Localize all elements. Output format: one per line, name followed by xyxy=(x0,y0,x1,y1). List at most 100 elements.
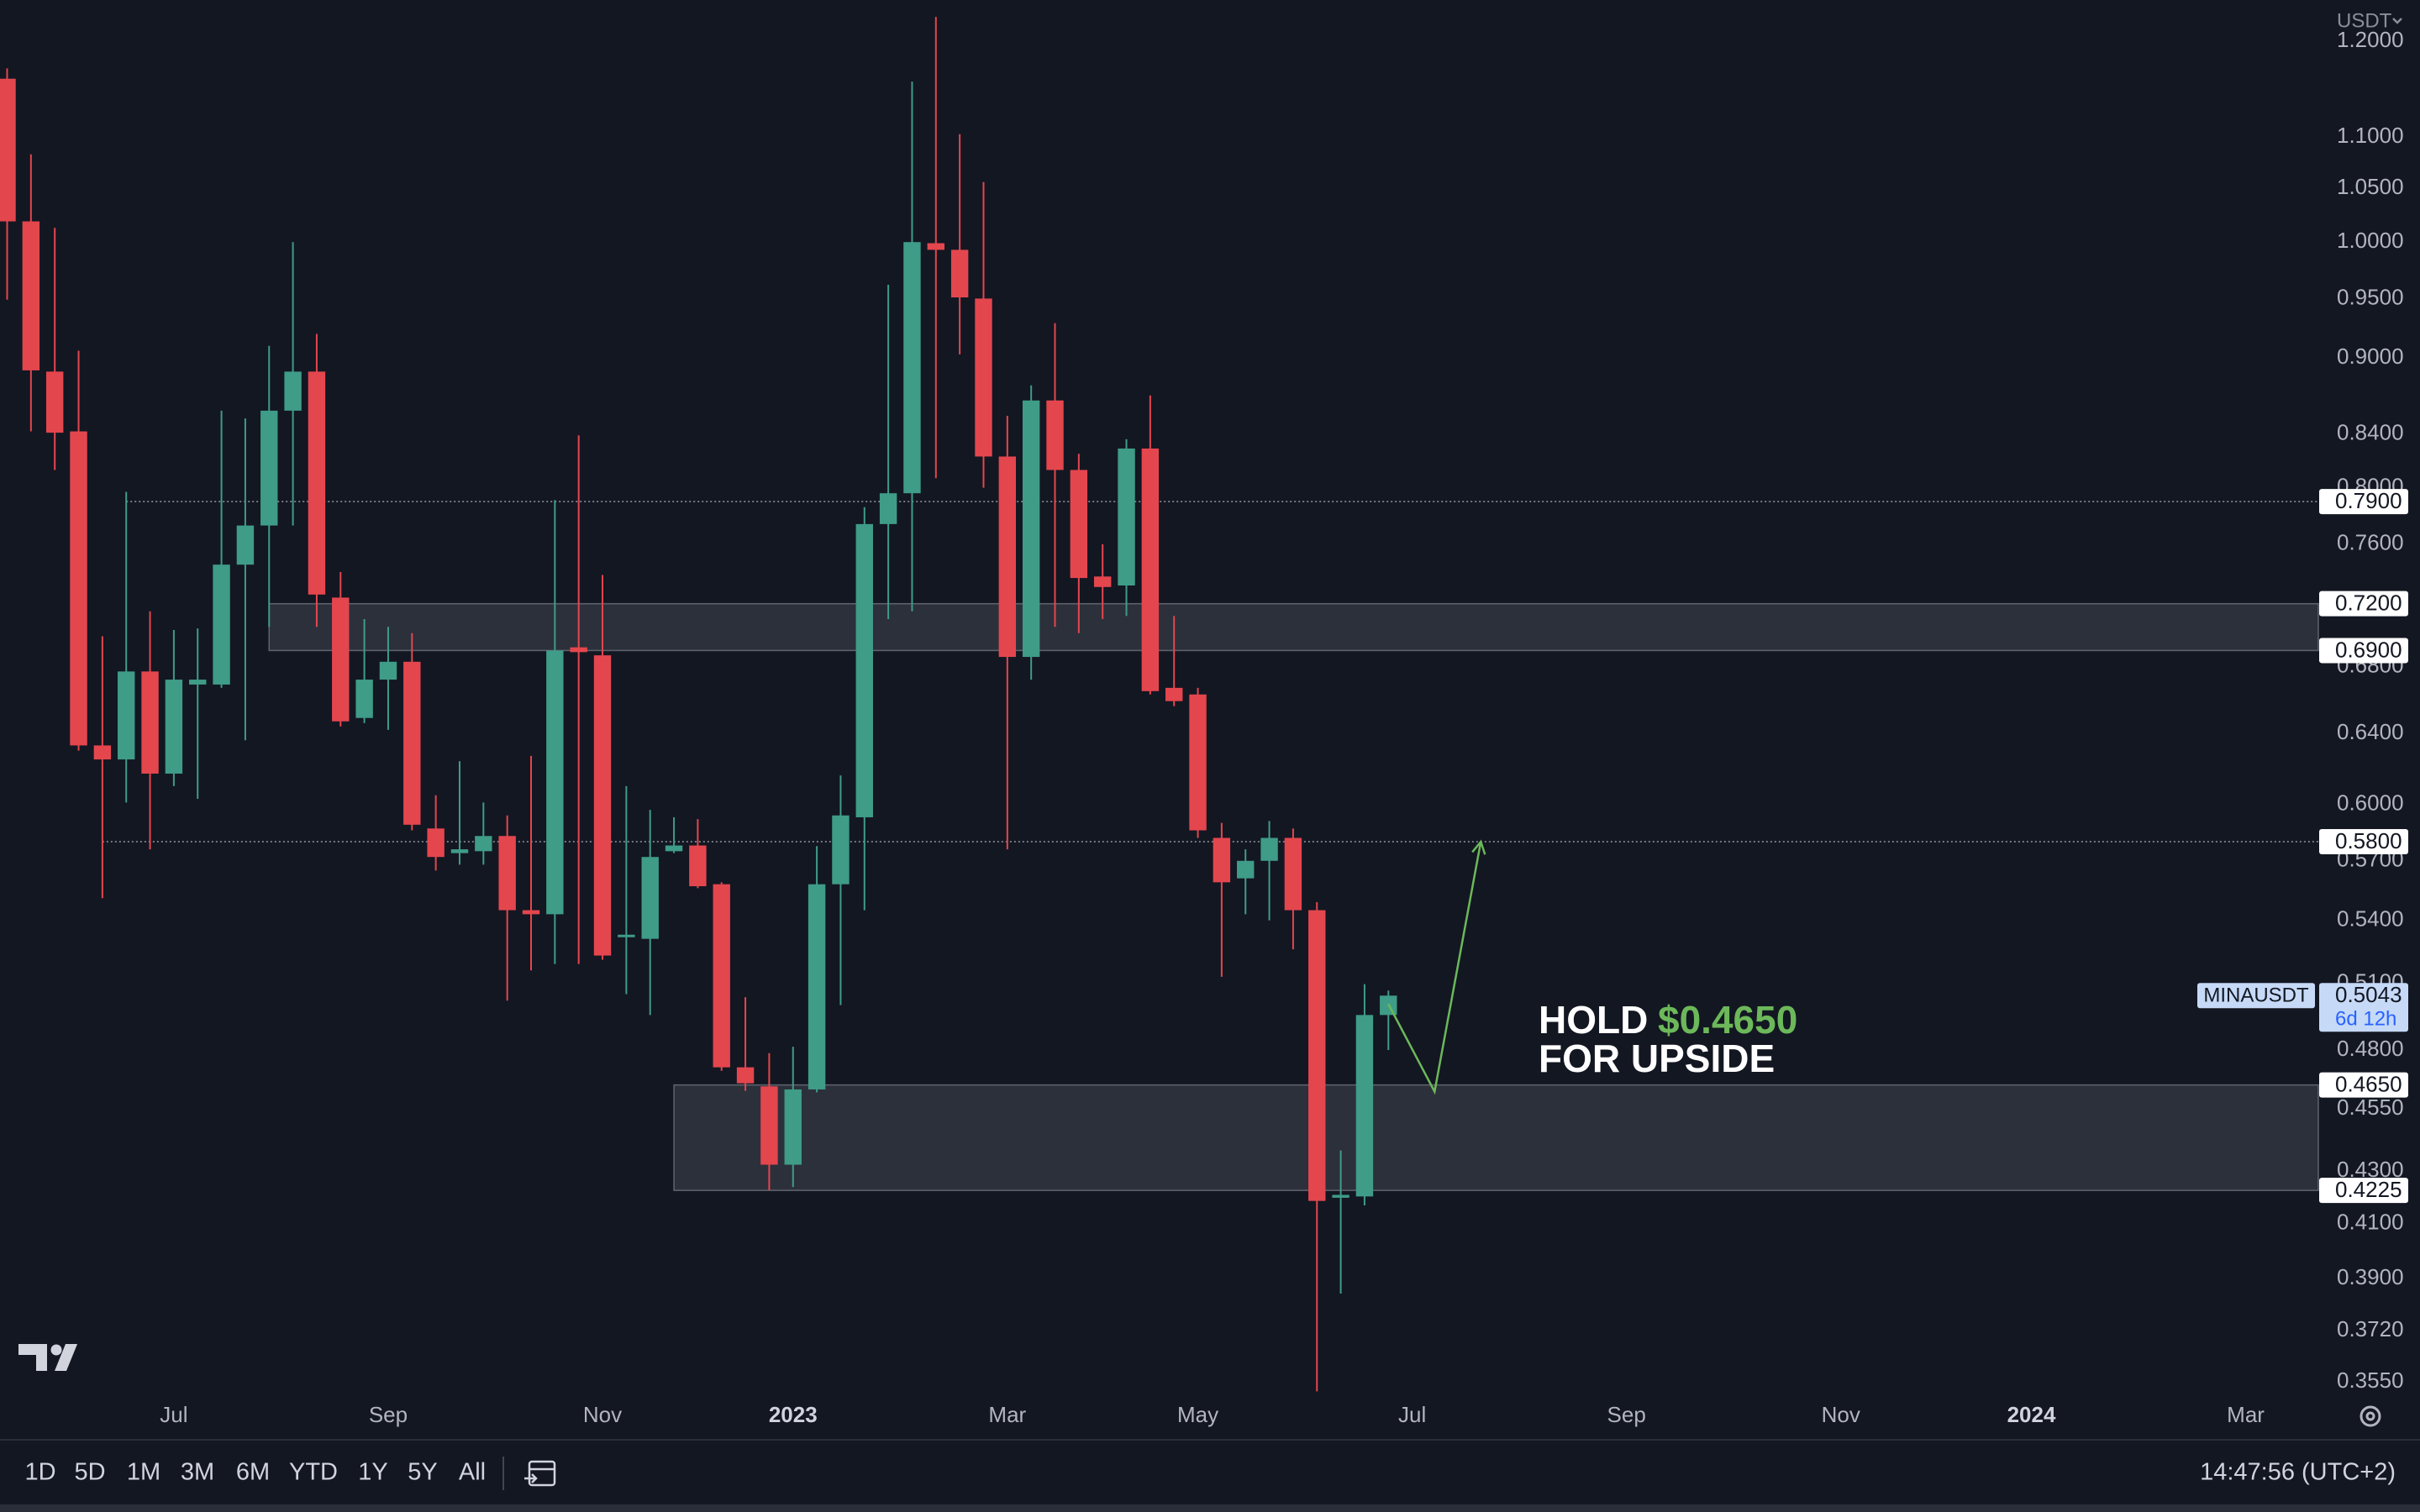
y-tick-label: 0.9000 xyxy=(2337,344,2404,369)
range-button[interactable]: 6M xyxy=(236,1459,270,1486)
x-tick-label: Mar xyxy=(2227,1402,2265,1427)
y-tick-label: 0.6400 xyxy=(2337,719,2404,744)
candle-body xyxy=(1070,470,1088,579)
price-tag-label: 0.7900 xyxy=(2335,488,2402,513)
settings-icon[interactable] xyxy=(2360,1405,2381,1427)
price-tag-label: 0.6900 xyxy=(2335,637,2402,662)
y-tick-label: 0.9500 xyxy=(2337,284,2404,309)
range-button[interactable]: All xyxy=(459,1459,486,1486)
candle-body xyxy=(236,525,255,565)
candle-body xyxy=(70,431,87,746)
candle-body xyxy=(498,836,516,911)
price-tag xyxy=(2319,638,2408,664)
y-tick-label: 0.3550 xyxy=(2337,1368,2404,1393)
price-tag-label: 0.4225 xyxy=(2335,1177,2402,1202)
candle-body xyxy=(118,671,135,760)
gear-hub[interactable] xyxy=(2365,1411,2375,1421)
candle-body xyxy=(427,828,445,858)
candle-body xyxy=(879,493,897,524)
calendar-frame[interactable] xyxy=(528,1460,556,1487)
candle-body xyxy=(1237,860,1255,879)
candle-body xyxy=(1141,448,1160,691)
candle-body xyxy=(284,371,302,411)
candle-body xyxy=(784,1089,802,1165)
candle-body xyxy=(213,564,230,685)
candle-body xyxy=(618,934,635,937)
candle-body xyxy=(45,371,64,433)
y-tick-label: 0.4550 xyxy=(2337,1095,2404,1120)
candle-body xyxy=(808,884,826,1089)
range-button[interactable]: 5D xyxy=(74,1459,105,1486)
candle-body xyxy=(760,1086,778,1165)
candle-body xyxy=(165,680,183,774)
range-button[interactable]: 1Y xyxy=(358,1459,387,1486)
candle-body xyxy=(475,836,492,852)
y-tick-label: 1.0500 xyxy=(2337,174,2404,199)
range-button[interactable]: 5Y xyxy=(408,1459,437,1486)
candle-body xyxy=(546,650,564,915)
candle-body xyxy=(522,910,540,915)
price-tag xyxy=(2319,1178,2408,1204)
candle-body xyxy=(855,523,873,817)
candle-body xyxy=(1093,576,1112,587)
last-price-tag xyxy=(2319,983,2408,1032)
annotation-text: HOLD xyxy=(1539,998,1648,1042)
candle-body xyxy=(332,597,350,722)
logo-part xyxy=(50,1344,62,1356)
y-tick-label: 0.4100 xyxy=(2337,1209,2404,1234)
y-tick-label: 1.0000 xyxy=(2337,228,2404,253)
candle-body xyxy=(1332,1194,1349,1198)
annotation-price: $0.4650 xyxy=(1658,998,1797,1042)
x-tick-label: Sep xyxy=(1607,1402,1646,1427)
gear[interactable] xyxy=(2360,1405,2381,1427)
candle-body xyxy=(641,857,659,939)
y-tick-label: 0.5400 xyxy=(2337,906,2404,932)
candle-body xyxy=(736,1067,755,1084)
price-tag xyxy=(2319,591,2408,617)
calendar-icon[interactable] xyxy=(524,1460,556,1487)
range-button[interactable]: 1M xyxy=(127,1459,160,1486)
candle-body xyxy=(450,849,469,853)
annotation-arrow xyxy=(1387,841,1482,1095)
range-button[interactable]: 3M xyxy=(181,1459,214,1486)
x-tick-label: Nov xyxy=(583,1402,622,1427)
candle-body xyxy=(975,298,992,457)
calendar-arrow[interactable] xyxy=(524,1473,538,1483)
bottom-strip xyxy=(0,1504,2420,1512)
x-tick-label: 2024 xyxy=(2007,1402,2056,1427)
y-tick-label: 1.1000 xyxy=(2337,123,2404,148)
candle-body xyxy=(189,680,207,685)
candle-body xyxy=(1118,448,1135,586)
tv-logo xyxy=(18,1344,77,1371)
y-tick-label: 0.8400 xyxy=(2337,420,2404,445)
clock: 14:47:56 (UTC+2) xyxy=(2200,1459,2396,1486)
candle-body xyxy=(1260,837,1278,861)
x-tick-label: Sep xyxy=(369,1402,408,1427)
price-tag xyxy=(2319,829,2408,855)
plot-area: 1.2000 1.1000 1.0500 1.0000 0.9500 0.9000 0.84… xyxy=(0,17,2408,1427)
range-button[interactable]: 1D xyxy=(24,1459,55,1486)
candle-body xyxy=(403,661,421,825)
candle-body xyxy=(1355,1015,1374,1197)
range-button[interactable]: YTD xyxy=(289,1459,338,1486)
candle-body xyxy=(355,680,373,718)
x-tick-label: Nov xyxy=(1822,1402,1860,1427)
x-tick-label: Jul xyxy=(1398,1402,1426,1427)
currency-label[interactable]: USDT xyxy=(2337,9,2392,32)
currency-chevron xyxy=(2392,18,2402,24)
candle-body xyxy=(570,647,587,653)
support-zone xyxy=(268,602,2319,652)
candle-body xyxy=(141,671,159,774)
candle-body xyxy=(260,410,278,526)
candle-body xyxy=(998,456,1017,658)
candle-body xyxy=(1022,400,1040,658)
annotation-arrowhead xyxy=(1471,839,1486,855)
y-tick-label: 0.6000 xyxy=(2337,790,2404,815)
candle-body xyxy=(93,745,112,760)
symbol-tag xyxy=(2197,983,2315,1009)
y-tick-label: 0.4800 xyxy=(2337,1036,2404,1061)
price-tag xyxy=(2319,1072,2408,1098)
logo-part xyxy=(55,1344,77,1371)
